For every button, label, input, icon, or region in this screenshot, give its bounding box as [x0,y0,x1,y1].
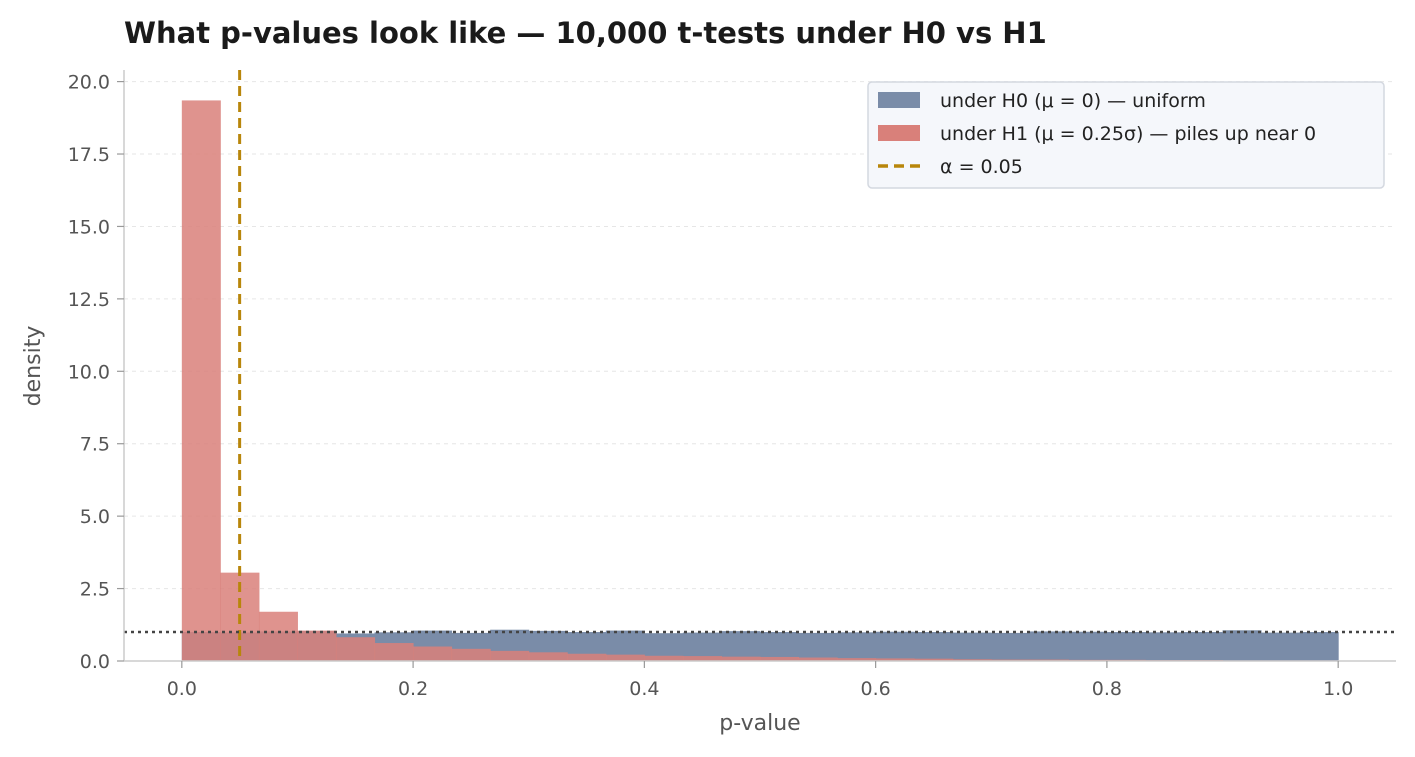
bar-h1-4 [335,637,376,661]
bar-h0-26 [1184,632,1224,661]
y-ticks: 0.0 2.5 5.0 7.5 10.0 12.5 15.0 17.5 20.0 [68,72,124,673]
y-tick-label-0: 0.0 [80,651,110,673]
bar-h1-16 [798,657,838,661]
bar-h0-20 [952,632,992,661]
legend-box [867,81,1385,189]
bar-h1-20 [952,659,992,661]
bar-h1-9 [528,652,568,661]
bar-h0-28 [1261,632,1301,661]
bar-h1-11 [605,654,645,661]
bar-h1-12 [644,655,684,661]
bar-h0-17 [837,632,877,661]
bar-h1-18 [875,658,915,661]
bar-h0-18 [875,631,915,661]
x-tick-label-0: 0.0 [167,678,197,700]
bar-h1-14 [721,656,761,661]
bar-h1-10 [567,653,607,661]
x-tick-label-5: 1.0 [1323,678,1353,700]
h1-histogram [181,100,1339,661]
bar-h0-25 [1145,632,1185,661]
y-tick-label-4: 10.0 [68,361,110,383]
y-tick-label-2: 5.0 [80,506,110,528]
reference-lines [124,70,1396,661]
legend-swatch-h1 [878,125,920,141]
y-tick-label-7: 17.5 [68,144,110,166]
bar-h0-24 [1106,632,1146,661]
bar-h1-6 [413,646,453,661]
x-tick-label-1: 0.2 [398,678,428,700]
legend: under H0 (μ = 0) — uniform under H1 (μ =… [867,81,1385,189]
gridlines [124,81,1396,590]
bar-h0-21 [991,632,1031,661]
bar-h0-23 [1068,631,1108,661]
x-axis-label: p-value [719,711,800,736]
bar-h0-27 [1222,630,1262,661]
x-ticks: 0.0 0.2 0.4 0.6 0.8 1.0 [167,661,1353,700]
y-axis-label: density [21,326,46,407]
y-tick-label-6: 15.0 [68,216,110,238]
bar-h1-7 [451,648,491,661]
bar-h1-3 [297,630,337,661]
legend-label-h0: under H0 (μ = 0) — uniform [940,90,1206,112]
y-tick-label-1: 2.5 [80,579,110,601]
bar-h1-2 [258,611,298,661]
bar-h0-15 [760,632,800,661]
x-tick-label-4: 0.8 [1092,678,1122,700]
bar-h1-0 [181,100,221,661]
x-tick-label-2: 0.4 [629,678,659,700]
y-tick-label-3: 7.5 [80,434,110,456]
x-tick-label-3: 0.6 [861,678,891,700]
bar-h0-14 [721,631,761,661]
bar-h0-19 [914,632,954,661]
legend-label-h1: under H1 (μ = 0.25σ) — piles up near 0 [940,123,1316,145]
chart-title: What p-values look like — 10,000 t-tests… [124,16,1047,50]
y-tick-label-5: 12.5 [68,289,110,311]
bar-h0-22 [1029,631,1069,661]
bar-h1-5 [374,643,414,661]
bar-h1-19 [914,658,954,661]
bar-h1-17 [837,658,877,661]
bar-h1-13 [682,656,722,661]
y-tick-label-8: 20.0 [68,72,110,94]
bar-h0-16 [798,632,838,661]
bar-h0-29 [1299,632,1339,661]
bar-h1-8 [490,650,530,661]
legend-label-alpha: α = 0.05 [940,156,1023,178]
bar-h1-15 [760,656,800,661]
legend-swatch-h0 [878,92,920,108]
axes [123,70,1396,662]
